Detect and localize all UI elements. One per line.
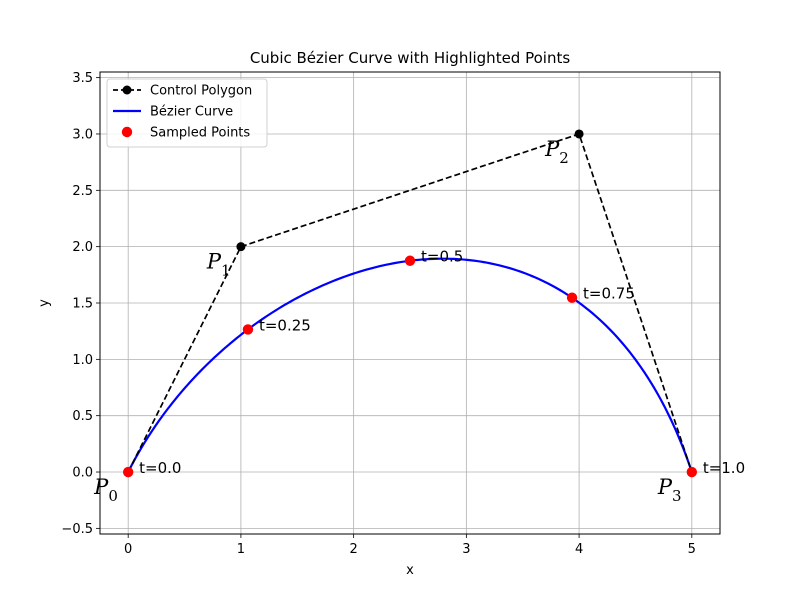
x-tick-label: 5 xyxy=(688,542,696,557)
y-tick-label: 0.0 xyxy=(72,466,93,481)
legend-swatch-marker xyxy=(121,126,133,138)
sampled-point-label: t=0.0 xyxy=(139,459,181,477)
y-tick-label: 2.5 xyxy=(72,184,93,199)
y-tick-label: 1.5 xyxy=(72,297,93,312)
legend-box xyxy=(106,78,268,148)
chart-title: Cubic Bézier Curve with Highlighted Poin… xyxy=(250,49,571,67)
sampled-point-marker xyxy=(686,466,698,478)
y-tick-label: 1.0 xyxy=(72,353,93,368)
sampled-point-marker xyxy=(404,255,416,266)
y-tick-label: −0.5 xyxy=(61,522,93,537)
y-tick-label: 2.0 xyxy=(72,240,93,255)
control-point-subscript: 3 xyxy=(672,487,682,505)
x-tick-label: 1 xyxy=(237,542,245,557)
y-tick-label: 0.5 xyxy=(72,409,93,424)
legend-entry-label: Sampled Points xyxy=(150,126,250,141)
control-point-subscript: 0 xyxy=(108,487,118,505)
legend-entry-label: Bézier Curve xyxy=(150,105,233,120)
x-tick-label: 4 xyxy=(575,542,583,557)
sampled-point-marker xyxy=(242,324,254,335)
legend: Control Polygon Bézier Curve Sampled Point… xyxy=(106,78,268,148)
control-point-subscript: 2 xyxy=(559,149,569,167)
sampled-point-marker xyxy=(122,466,134,478)
grid xyxy=(100,72,720,534)
x-axis-label: x xyxy=(406,563,414,578)
sampled-point-label: t=1.0 xyxy=(703,459,745,477)
sampled-point-label: t=0.5 xyxy=(421,248,463,266)
control-point-marker xyxy=(574,129,584,139)
x-tick-label: 0 xyxy=(124,542,132,557)
sampled-point-marker xyxy=(566,292,578,303)
x-tick-label: 3 xyxy=(462,542,470,557)
y-axis-label: y xyxy=(37,299,52,307)
sampled-point-label: t=0.25 xyxy=(259,316,311,334)
legend-entry-label: Control Polygon xyxy=(150,84,252,99)
control-point-subscript: 1 xyxy=(221,262,231,280)
x-tick-label: 2 xyxy=(349,542,357,557)
control-polygon-line xyxy=(127,132,693,473)
legend-swatch-marker xyxy=(122,85,132,95)
sampled-point-label: t=0.75 xyxy=(583,285,635,303)
y-tick-label: 3.0 xyxy=(72,127,93,142)
control-point-marker xyxy=(236,242,246,252)
axis-ticks: 0 1 2 3 4 5 −0.5 0.0 0.5 1.0 1.5 2.0 2.5 3.0 3.5 xyxy=(61,71,696,557)
y-tick-label: 3.5 xyxy=(72,71,93,86)
